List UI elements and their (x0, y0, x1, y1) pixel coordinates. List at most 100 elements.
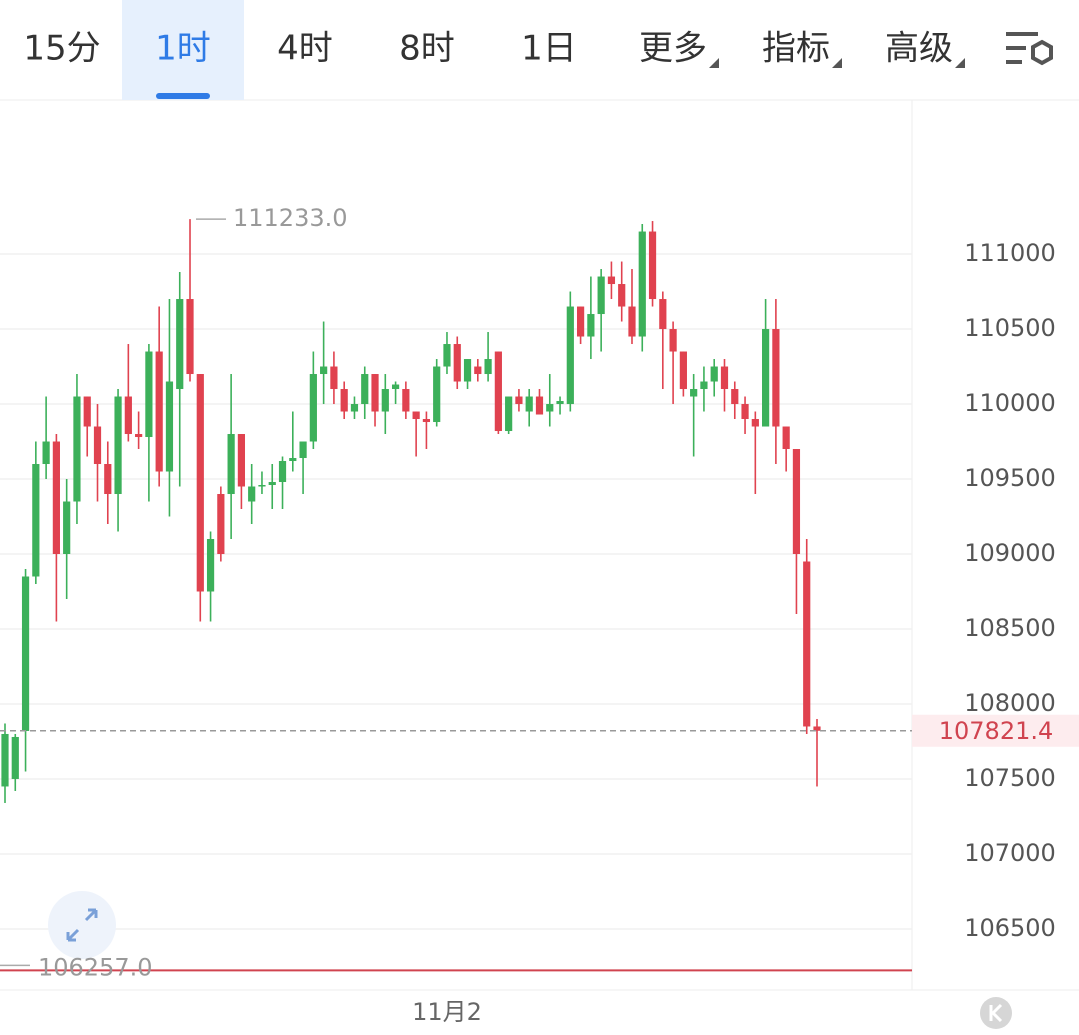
candle-body (607, 276, 616, 285)
candle-body (227, 434, 235, 495)
candle-body (463, 359, 472, 382)
candle-body (258, 485, 266, 487)
candle-body (618, 284, 626, 307)
candle-body (1, 733, 9, 787)
last-price-bg (912, 714, 1079, 747)
candle-body (659, 299, 667, 330)
candle-body (628, 306, 636, 337)
candle-body (638, 231, 646, 337)
tab[interactable]: 更多 (639, 29, 707, 69)
candle-body (751, 419, 759, 427)
candle-body (412, 411, 420, 420)
candle-body (340, 389, 348, 412)
candle-body (597, 276, 605, 315)
tab[interactable]: 指标 (762, 29, 830, 69)
tab[interactable]: 1日 (521, 29, 577, 69)
candle-body (135, 434, 143, 438)
tab[interactable]: 15分 (23, 29, 100, 69)
candle-body (299, 441, 307, 459)
candle-body (73, 396, 81, 502)
y-tick-label: 110500 (964, 314, 1056, 342)
candle-body (710, 366, 718, 382)
tab[interactable]: 4时 (277, 29, 333, 69)
candle-body (422, 419, 431, 423)
candle-body (21, 576, 30, 731)
settings-icon[interactable] (1006, 32, 1053, 66)
candle-body (206, 539, 215, 592)
tab[interactable]: 高级 (885, 29, 953, 69)
candle-body (268, 482, 276, 486)
candle-body (114, 396, 122, 495)
candle-body (83, 396, 91, 427)
candle-body (720, 366, 729, 390)
candle-body (52, 441, 60, 554)
candle-body (42, 441, 50, 465)
low-marker-label: 106257.0 (38, 953, 153, 981)
candle-body (453, 344, 461, 382)
candle-body (371, 374, 379, 412)
candle-body (669, 329, 677, 352)
candle-body (535, 396, 544, 415)
candle-body (361, 374, 369, 405)
candle-body (237, 434, 246, 487)
icon-bar (1006, 60, 1022, 64)
candle-body (176, 299, 184, 390)
y-tick-label: 110000 (964, 389, 1056, 417)
candle-body (443, 344, 451, 367)
candle-body (330, 366, 338, 390)
dropdown-caret (955, 58, 965, 68)
y-tick-label: 106500 (964, 914, 1056, 942)
candle-body (165, 381, 174, 472)
candle-body (731, 389, 739, 405)
y-tick-label: 109000 (964, 539, 1056, 567)
candle-body (813, 726, 821, 731)
high-marker-label: 111233.0 (233, 204, 348, 232)
candle-body (309, 374, 317, 442)
candle-body (145, 351, 153, 438)
candle-body (11, 736, 19, 779)
candle-body (505, 396, 513, 432)
candle-body (494, 351, 502, 432)
y-tick-label: 109500 (964, 464, 1056, 492)
candle-body (217, 494, 225, 554)
reset-button[interactable] (980, 997, 1012, 1029)
candle-body (196, 374, 204, 592)
candle-body (566, 306, 574, 405)
candle-body (248, 486, 256, 502)
tab[interactable]: 8时 (399, 29, 455, 69)
candle-body (648, 231, 657, 300)
expand-button[interactable] (48, 891, 116, 959)
candle-body (700, 381, 708, 390)
candle-body (289, 458, 297, 462)
candle-body (391, 384, 400, 390)
candle-body (762, 329, 770, 427)
candle-body (186, 299, 194, 375)
y-tick-label: 108500 (964, 614, 1056, 642)
candle-body (381, 389, 389, 412)
candle-body (515, 396, 523, 405)
candle-body (433, 366, 441, 423)
candle-body (474, 366, 482, 375)
candle-body (124, 396, 132, 435)
candle-body (104, 464, 112, 495)
candle-body (546, 404, 554, 412)
candle-body (320, 366, 328, 375)
y-tick-label: 107000 (964, 839, 1056, 867)
candle-body (63, 501, 71, 554)
tab[interactable]: 1时 (155, 29, 211, 69)
candle-body (741, 404, 749, 420)
last-price-label: 107821.4 (939, 717, 1054, 745)
dropdown-caret (709, 58, 719, 68)
candle-body (155, 351, 163, 472)
candle-body (772, 329, 780, 427)
active-tab-indicator (156, 93, 210, 99)
candle-body (32, 464, 40, 577)
icon-hex (1031, 39, 1053, 66)
candle-body (679, 351, 687, 390)
candle-body (792, 449, 801, 554)
candle-body (690, 389, 698, 397)
y-tick-label: 108000 (964, 689, 1056, 717)
candle-body (278, 461, 287, 483)
